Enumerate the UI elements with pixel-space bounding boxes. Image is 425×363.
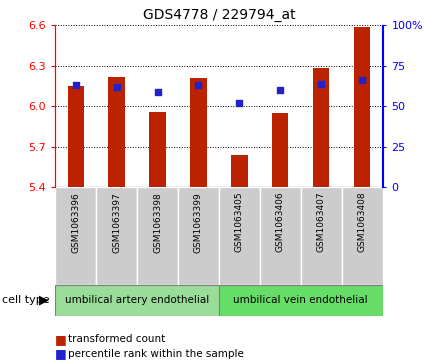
Bar <box>354 27 370 187</box>
Bar <box>68 86 84 187</box>
Title: GDS4778 / 229794_at: GDS4778 / 229794_at <box>142 8 295 22</box>
Text: GSM1063408: GSM1063408 <box>357 192 366 253</box>
Bar <box>231 155 247 187</box>
Bar <box>149 111 166 187</box>
Point <box>277 87 283 93</box>
Text: ■: ■ <box>55 333 67 346</box>
Text: GSM1063405: GSM1063405 <box>235 192 244 253</box>
Text: cell type: cell type <box>2 295 50 305</box>
Bar <box>108 77 125 187</box>
Text: umbilical vein endothelial: umbilical vein endothelial <box>233 295 368 305</box>
Bar <box>55 187 96 285</box>
Point <box>359 77 366 83</box>
Text: ■: ■ <box>55 347 67 360</box>
Text: GSM1063406: GSM1063406 <box>276 192 285 253</box>
Bar <box>300 187 342 285</box>
Point <box>113 84 120 90</box>
Text: transformed count: transformed count <box>68 334 165 344</box>
Bar <box>342 187 383 285</box>
Text: percentile rank within the sample: percentile rank within the sample <box>68 349 244 359</box>
Text: GSM1063397: GSM1063397 <box>112 192 121 253</box>
Bar <box>219 285 382 316</box>
Bar <box>96 187 137 285</box>
Point <box>236 100 243 106</box>
Bar <box>55 285 219 316</box>
Text: GSM1063396: GSM1063396 <box>71 192 80 253</box>
Point <box>195 82 202 88</box>
Text: ▶: ▶ <box>39 294 49 307</box>
Bar <box>260 187 300 285</box>
Bar <box>219 187 260 285</box>
Text: umbilical artery endothelial: umbilical artery endothelial <box>65 295 209 305</box>
Bar <box>190 78 207 187</box>
Bar <box>313 69 329 187</box>
Bar <box>178 187 219 285</box>
Bar <box>272 113 289 187</box>
Point <box>154 89 161 94</box>
Text: GSM1063407: GSM1063407 <box>317 192 326 253</box>
Text: GSM1063398: GSM1063398 <box>153 192 162 253</box>
Text: GSM1063399: GSM1063399 <box>194 192 203 253</box>
Point <box>72 82 79 88</box>
Point <box>318 81 325 86</box>
Bar <box>137 187 178 285</box>
